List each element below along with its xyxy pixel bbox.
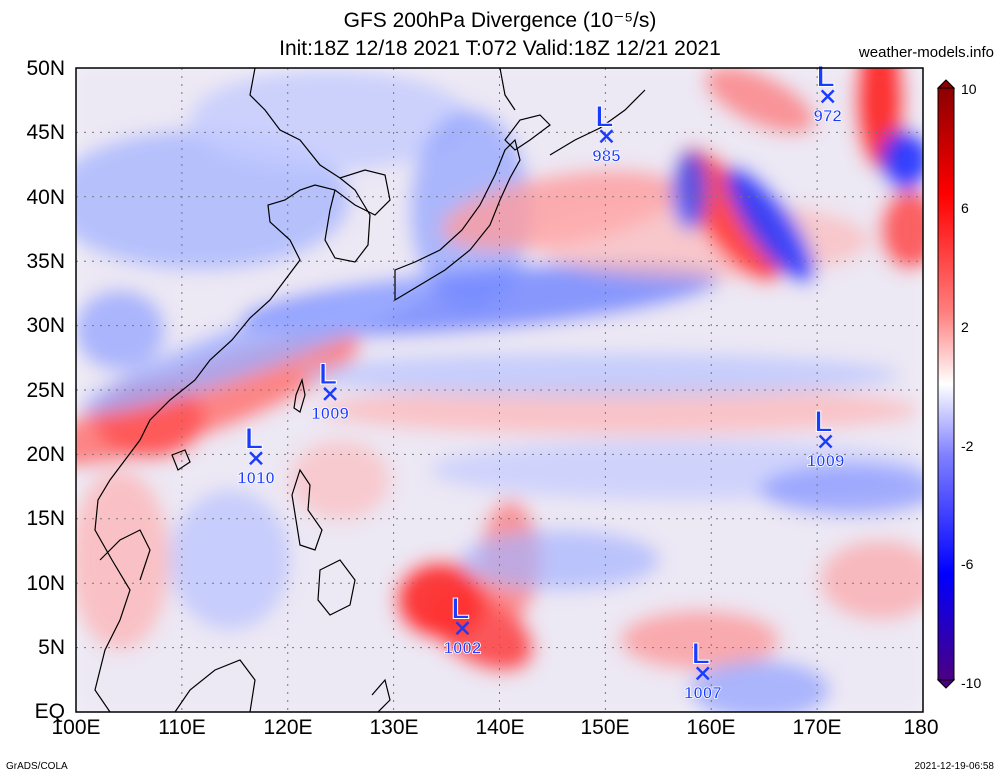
lat-label: 30N — [26, 314, 65, 337]
footer-timestamp: 2021-12-19-06:58 — [914, 761, 994, 772]
low-center: L 1009 — [806, 405, 845, 471]
low-pressure-value: 972 — [814, 106, 842, 125]
plot-frame — [75, 67, 924, 713]
lon-label: 110E — [158, 716, 206, 739]
lat-label: 35N — [26, 250, 65, 273]
low-pressure-value: 1009 — [311, 404, 349, 423]
lon-label: 170E — [792, 716, 842, 739]
low-x-marker-icon — [323, 386, 337, 401]
low-x-marker-icon — [820, 89, 835, 104]
lat-label: 10N — [26, 572, 65, 595]
low-letter: L — [692, 637, 710, 670]
lat-label: 45N — [26, 121, 65, 144]
low-pressure-value: 1009 — [807, 452, 845, 471]
low-x-marker-icon — [455, 621, 470, 636]
low-pressure-value: 985 — [592, 146, 620, 165]
lon-label: 180 — [903, 716, 939, 739]
lat-label: 15N — [26, 507, 65, 530]
lat-label: 50N — [26, 57, 65, 80]
low-center: L 985 — [592, 100, 621, 166]
lat-label: 5N — [38, 636, 65, 659]
colorbar — [936, 79, 956, 689]
lon-label: 140E — [475, 716, 525, 739]
low-pressure-value: 1010 — [237, 468, 275, 487]
low-center: L 1007 — [683, 637, 722, 703]
site-credit: weather-models.info — [858, 44, 994, 61]
lat-label: EQ — [34, 700, 65, 723]
low-letter: L — [245, 422, 263, 455]
lat-label: 40N — [26, 186, 65, 209]
low-center: L 1010 — [237, 422, 276, 488]
low-letter: L — [595, 100, 613, 133]
low-letter: L — [319, 358, 337, 391]
low-x-marker-icon — [249, 451, 263, 466]
low-pressure-value: 1007 — [684, 683, 722, 702]
lon-label: 130E — [369, 716, 419, 739]
low-x-marker-icon — [599, 129, 614, 144]
lat-label: 25N — [26, 379, 65, 402]
low-letter: L — [814, 406, 832, 439]
low-letter: L — [817, 60, 835, 93]
low-x-marker-icon — [695, 666, 710, 681]
colorbar-label: -6 — [961, 556, 974, 572]
divergence-field — [76, 68, 923, 712]
colorbar-label: -2 — [961, 438, 974, 454]
low-center: L 1002 — [443, 592, 482, 658]
lon-label: 120E — [263, 716, 313, 739]
low-letter: L — [451, 592, 469, 625]
low-center: L 1009 — [311, 357, 350, 423]
low-pressure-value: 1002 — [444, 638, 482, 657]
lat-label: 20N — [26, 443, 65, 466]
colorbar-label: -10 — [961, 675, 982, 691]
title-line-2: Init:18Z 12/18 2021 T:072 Valid:18Z 12/2… — [279, 37, 721, 60]
lon-label: 160E — [686, 716, 736, 739]
footer-credit: GrADS/COLA — [6, 761, 68, 772]
lon-label: 150E — [580, 716, 630, 739]
coastlines — [94, 68, 646, 712]
lon-label: 100E — [51, 716, 101, 739]
colorbar-label: 2 — [961, 319, 969, 335]
low-x-marker-icon — [818, 434, 833, 449]
title-line-1: GFS 200hPa Divergence (10⁻⁵/s) — [343, 9, 657, 32]
colorbar-label: 10 — [961, 81, 977, 97]
colorbar-label: 6 — [961, 200, 969, 216]
